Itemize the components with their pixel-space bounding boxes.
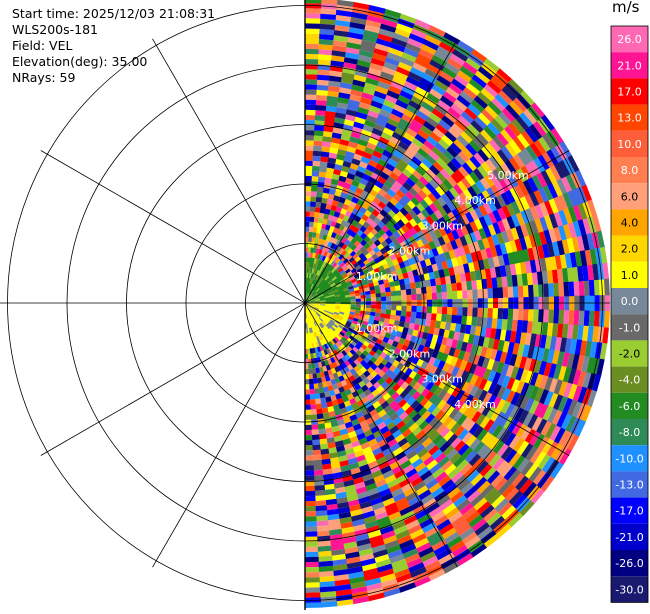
colorbar-tick-label: -26.0 bbox=[615, 557, 643, 570]
colorbar-swatch bbox=[611, 366, 648, 393]
colorbar-tick-label: 13.0 bbox=[617, 112, 642, 125]
range-ring-label: 2.00km bbox=[389, 245, 431, 258]
colorbar-tick-label: 10.0 bbox=[617, 138, 642, 151]
colorbar-swatch bbox=[611, 26, 648, 53]
colorbar-swatch bbox=[611, 419, 648, 446]
colorbar-tick-label: 6.0 bbox=[621, 190, 639, 203]
colorbar-swatch bbox=[611, 288, 648, 315]
colorbar-swatch bbox=[611, 183, 648, 210]
colorbar-swatch bbox=[611, 261, 648, 288]
azimuth-spokes bbox=[0, 0, 610, 610]
colorbar-tick-label: 2.0 bbox=[621, 243, 639, 256]
colorbar-tick-label: 4.0 bbox=[621, 217, 639, 230]
velocity-cell-group bbox=[304, 9, 588, 600]
velocity-cell-group bbox=[304, 28, 597, 603]
range-ring-label: 3.00km bbox=[421, 373, 463, 386]
colorbar-tick-label: 0.0 bbox=[621, 295, 639, 308]
colorbar-swatch bbox=[611, 471, 648, 498]
colorbar-swatch bbox=[611, 104, 648, 131]
range-ring-label: 4.00km bbox=[454, 398, 496, 411]
velocity-cells bbox=[304, 0, 610, 608]
velocity-cell-group bbox=[304, 22, 605, 593]
colorbar-tick-label: -4.0 bbox=[619, 374, 640, 387]
colorbar-swatch bbox=[611, 314, 648, 341]
colorbar-unit: m/s bbox=[612, 0, 640, 16]
scan-info: Start time: 2025/12/03 21:08:31 WLS200s-… bbox=[12, 6, 215, 86]
nrays: NRays: 59 bbox=[12, 70, 76, 85]
colorbar-swatch bbox=[611, 209, 648, 236]
colorbar-tick-label: -10.0 bbox=[615, 452, 643, 465]
colorbar-swatch bbox=[611, 130, 648, 157]
colorbar-swatch bbox=[611, 52, 648, 79]
range-ring-label: 5.00km bbox=[487, 169, 529, 182]
colorbar-swatch bbox=[611, 550, 648, 577]
colorbar-swatch bbox=[611, 235, 648, 262]
colorbar-tick-label: -8.0 bbox=[619, 426, 640, 439]
colorbar-swatch bbox=[611, 445, 648, 472]
colorbar-tick-label: -17.0 bbox=[615, 505, 643, 518]
colorbar-tick-label: 26.0 bbox=[617, 33, 642, 46]
colorbar-border bbox=[610, 25, 649, 603]
colorbar-swatch bbox=[611, 392, 648, 419]
elevation: Elevation(deg): 35.00 bbox=[12, 54, 148, 69]
colorbar-tick-label: -13.0 bbox=[615, 479, 643, 492]
colorbar: 26.0 21.0 17.0 13.0 10.0 8.0 6.0 4.0 2.0 1.0 0.0 -1… bbox=[610, 25, 649, 603]
velocity-cell-group bbox=[304, 14, 600, 605]
colorbar-tick-label: -21.0 bbox=[615, 531, 643, 544]
velocity-cell-group bbox=[304, 11, 602, 602]
colorbar-swatch bbox=[611, 523, 648, 550]
colorbar-tick-label: -30.0 bbox=[615, 583, 643, 596]
colorbar-tick-label: -6.0 bbox=[619, 400, 640, 413]
range-ring-label: 1.00km bbox=[356, 270, 398, 283]
start-time: Start time: 2025/12/03 21:08:31 bbox=[12, 6, 216, 21]
velocity-cell-group bbox=[305, 13, 605, 559]
colorbar-tick-label: 21.0 bbox=[617, 59, 642, 72]
colorbar-tick-label: 1.0 bbox=[621, 269, 639, 282]
colorbar-swatch bbox=[611, 157, 648, 184]
colorbar-swatch bbox=[611, 78, 648, 105]
range-ring-label: 2.00km bbox=[389, 347, 431, 360]
colorbar-swatch bbox=[611, 340, 648, 367]
field-name: Field: VEL bbox=[12, 38, 73, 53]
colorbar-tick-label: -1.0 bbox=[619, 321, 640, 334]
range-ring-labels: 1.00km 1.00km 2.00km 2.00km 3.00km 3.00km 4.00… bbox=[356, 169, 529, 411]
colorbar-tick-label: 8.0 bbox=[621, 164, 639, 177]
colorbar-tick-label: -2.0 bbox=[619, 348, 640, 361]
range-ring-label: 1.00km bbox=[356, 322, 398, 335]
velocity-cell-group bbox=[304, 3, 610, 592]
range-ring-label: 4.00km bbox=[454, 194, 496, 207]
instrument-name: WLS200s-181 bbox=[12, 22, 98, 37]
colorbar-swatch bbox=[611, 576, 648, 603]
range-ring-label: 3.00km bbox=[421, 219, 463, 232]
colorbar-swatch bbox=[611, 497, 648, 524]
colorbar-tick-label: 17.0 bbox=[617, 86, 642, 99]
